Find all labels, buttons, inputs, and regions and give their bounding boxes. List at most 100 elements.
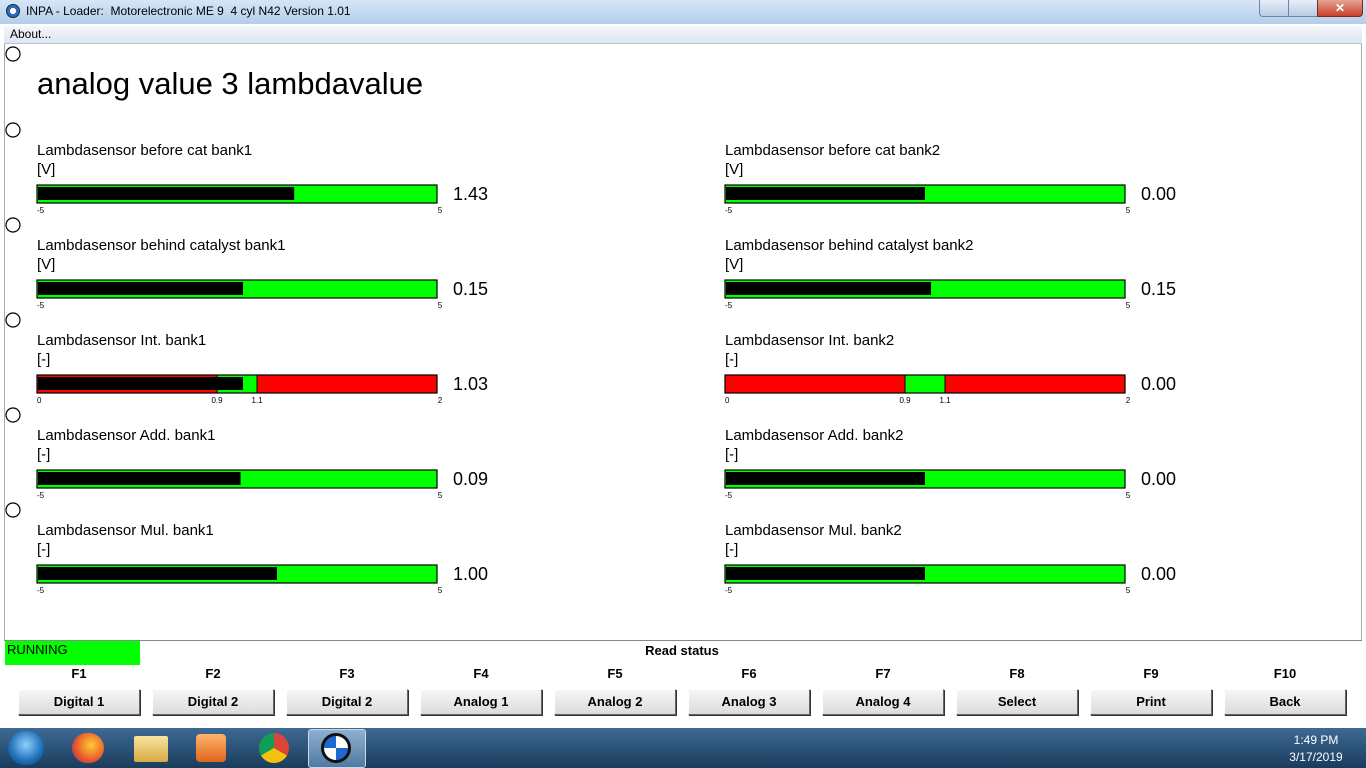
radio-markers <box>5 46 21 518</box>
gauge-frame <box>36 184 438 204</box>
function-button[interactable]: Back <box>1224 689 1346 715</box>
gauge-frame <box>724 279 1126 299</box>
gauge-tick-label: -5 <box>37 301 45 310</box>
gauge-value: 1.03 <box>453 374 488 394</box>
gauge-value: 1.43 <box>453 184 488 204</box>
gauge-tick-label: 1.1 <box>939 396 951 405</box>
gauge-tick-label: 5 <box>438 206 443 215</box>
gauge-value-bar <box>38 377 243 390</box>
gauge-tick-label: 0 <box>37 396 42 405</box>
gauge-value-bar <box>38 567 277 580</box>
menu-bar: About... <box>4 26 1362 44</box>
function-button[interactable]: Digital 1 <box>18 689 140 715</box>
gauge-tick-label: -5 <box>725 206 733 215</box>
gauge-frame <box>724 564 1126 584</box>
gauge-value: 0.09 <box>453 469 488 489</box>
inpa-task[interactable] <box>308 729 366 768</box>
radio[interactable] <box>5 502 21 518</box>
gauge-tick-label: 5 <box>1126 301 1131 310</box>
gauge-label: Lambdasensor Mul. bank1 <box>37 522 214 539</box>
gauge-tick-label: 5 <box>1126 206 1131 215</box>
gauge-unit: [-] <box>37 351 50 368</box>
gauge-unit: [V] <box>725 256 743 273</box>
function-button[interactable]: Digital 2 <box>152 689 274 715</box>
gauge-value: 0.15 <box>1141 279 1176 299</box>
gauge-label: Lambdasensor Int. bank2 <box>725 332 894 349</box>
function-button[interactable]: Print <box>1090 689 1212 715</box>
function-button[interactable]: Digital 2 <box>286 689 408 715</box>
function-key: F1 <box>71 666 87 681</box>
gauge-unit: [V] <box>37 256 55 273</box>
gauge-unit: [V] <box>725 161 743 178</box>
gauge-frame <box>724 374 1126 394</box>
app-icon <box>6 4 20 18</box>
gauge-unit: [-] <box>37 446 50 463</box>
function-button[interactable]: Analog 1 <box>420 689 542 715</box>
explorer-icon[interactable] <box>134 736 168 762</box>
gauge-value: 0.00 <box>1141 184 1176 204</box>
gauge-value: 0.00 <box>1141 374 1176 394</box>
title-bar: INPA - Loader: Motorelectronic ME 9 4 cy… <box>0 0 1366 24</box>
gauge-tick-label: 2 <box>1126 396 1131 405</box>
media-icon[interactable] <box>196 734 226 762</box>
radio[interactable] <box>5 46 21 62</box>
function-button[interactable]: Select <box>956 689 1078 715</box>
gauge-tick-label: 5 <box>1126 491 1131 500</box>
close-button[interactable]: ✕ <box>1317 0 1363 17</box>
gauge-label: Lambdasensor Int. bank1 <box>37 332 206 349</box>
clock-date: 3/17/2019 <box>1289 750 1343 764</box>
gauge-value-bar <box>38 282 243 295</box>
function-key: F3 <box>339 666 355 681</box>
function-key: F8 <box>1009 666 1025 681</box>
gauge-value: 0.00 <box>1141 564 1176 584</box>
firefox-icon[interactable] <box>72 733 104 763</box>
gauge-tick-label: 5 <box>438 586 443 595</box>
gauge-frame <box>36 469 438 489</box>
taskbar: 1:49 PM 3/17/2019 <box>0 728 1366 768</box>
gauge-tick-label: 5 <box>1126 586 1131 595</box>
gauge-tick-label: -5 <box>37 586 45 595</box>
gauge-tick-label: 5 <box>438 301 443 310</box>
gauge-value-bar <box>38 187 295 200</box>
function-key: F5 <box>607 666 623 681</box>
gauge-layer: analog value 3 lambdavalue Lambdasensor … <box>5 46 1176 595</box>
radio[interactable] <box>5 122 21 138</box>
function-button[interactable]: Analog 3 <box>688 689 810 715</box>
chrome-icon[interactable] <box>259 733 289 763</box>
start-button[interactable] <box>8 731 44 765</box>
gauge-label: Lambdasensor Add. bank2 <box>725 427 903 444</box>
function-key: F9 <box>1143 666 1159 681</box>
gauge-tick-label: 0.9 <box>211 396 223 405</box>
gauge-frame <box>724 184 1126 204</box>
gauge-tick-label: -5 <box>725 491 733 500</box>
function-button[interactable]: Analog 2 <box>554 689 676 715</box>
bmw-icon <box>321 733 351 763</box>
radio[interactable] <box>5 217 21 233</box>
gauge-unit: [-] <box>725 351 738 368</box>
window-title: INPA - Loader: Motorelectronic ME 9 4 cy… <box>26 4 351 18</box>
function-button[interactable]: Analog 4 <box>822 689 944 715</box>
radio[interactable] <box>5 407 21 423</box>
gauge-tick-label: 0 <box>725 396 730 405</box>
gauge-value-bar <box>726 282 931 295</box>
function-key: F7 <box>875 666 891 681</box>
gauge-frame <box>36 279 438 299</box>
function-key: F10 <box>1273 666 1297 681</box>
gauge-frame <box>36 564 438 584</box>
gauge-label: Lambdasensor behind catalyst bank1 <box>37 237 286 254</box>
gauge-tick-label: 2 <box>438 396 443 405</box>
gauge-value-bar <box>38 472 241 485</box>
status-message: Read status <box>645 643 719 658</box>
gauge-value: 0.00 <box>1141 469 1176 489</box>
gauge-tick-label: -5 <box>725 586 733 595</box>
radio[interactable] <box>5 312 21 328</box>
gauge-tick-label: -5 <box>725 301 733 310</box>
gauge-frame <box>724 469 1126 489</box>
gauge-label: Lambdasensor Mul. bank2 <box>725 522 902 539</box>
gauge-tick-label: -5 <box>37 491 45 500</box>
screen-title: analog value 3 lambdavalue <box>37 66 423 101</box>
menu-item[interactable]: About... <box>10 27 52 41</box>
function-key: F2 <box>205 666 221 681</box>
gauge-label: Lambdasensor Add. bank1 <box>37 427 215 444</box>
